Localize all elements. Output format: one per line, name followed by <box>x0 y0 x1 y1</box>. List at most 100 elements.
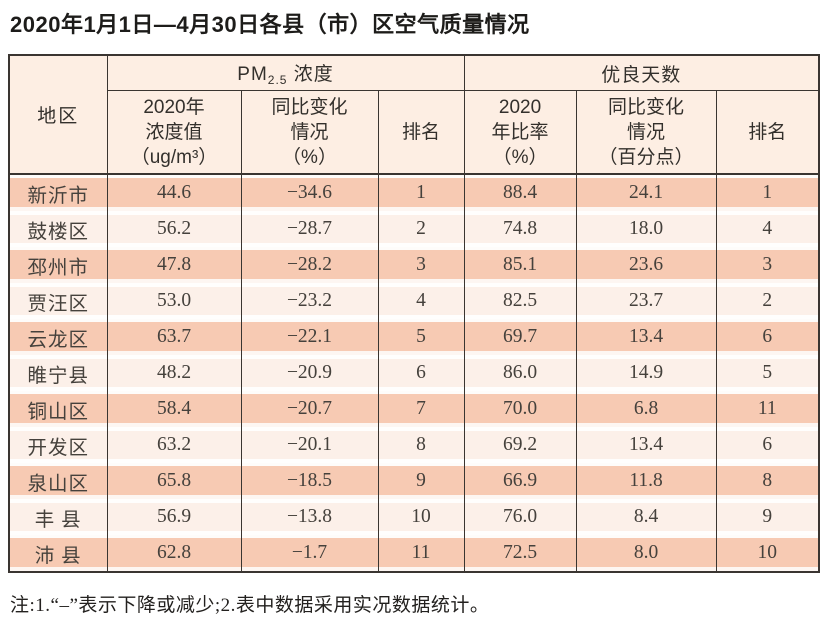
cell-pm25-value: 58.4 <box>106 391 241 427</box>
cell-pm25-value: 56.2 <box>106 211 241 247</box>
cell-pm25-change: −23.2 <box>240 283 378 319</box>
cell-pm25-change: −13.8 <box>240 499 378 535</box>
col-header-pm25-value: 2020年 浓度值 （ug/m³） <box>106 90 241 175</box>
table-row: 邳州市 47.8 −28.2 3 85.1 23.6 3 <box>8 247 820 283</box>
cell-days-ratio: 88.4 <box>463 174 577 211</box>
cell-days-rank: 4 <box>715 211 820 247</box>
cell-days-change: 13.4 <box>575 319 717 355</box>
table-row: 铜山区 58.4 −20.7 7 70.0 6.8 11 <box>8 391 820 427</box>
table-row: 开发区 63.2 −20.1 8 69.2 13.4 6 <box>8 427 820 463</box>
cell-district: 邳州市 <box>8 247 107 283</box>
cell-days-rank: 9 <box>715 499 820 535</box>
cell-pm25-rank: 5 <box>377 319 465 355</box>
cell-pm25-change: −1.7 <box>240 535 378 572</box>
table-row: 沛 县 62.8 −1.7 11 72.5 8.0 10 <box>8 535 820 572</box>
cell-days-ratio: 82.5 <box>463 283 577 319</box>
cell-days-rank: 6 <box>715 427 820 463</box>
cell-district: 贾汪区 <box>8 283 107 319</box>
cell-pm25-change: −20.7 <box>240 391 378 427</box>
table-row: 鼓楼区 56.2 −28.7 2 74.8 18.0 4 <box>8 211 820 247</box>
cell-days-ratio: 86.0 <box>463 355 577 391</box>
cell-days-rank: 5 <box>715 355 820 391</box>
cell-pm25-change: −18.5 <box>240 463 378 499</box>
table-header: 地区 PM2.5 浓度 优良天数 2020年 浓度值 （ug/m³） 同比变化 … <box>8 55 820 175</box>
cell-pm25-rank: 7 <box>377 391 465 427</box>
cell-pm25-change: −22.1 <box>240 319 378 355</box>
table-row: 云龙区 63.7 −22.1 5 69.7 13.4 6 <box>8 319 820 355</box>
cell-pm25-value: 56.9 <box>106 499 241 535</box>
cell-days-ratio: 69.7 <box>463 319 577 355</box>
page-title: 2020年1月1日—4月30日各县（市）区空气质量情况 <box>10 12 530 37</box>
cell-days-change: 8.0 <box>575 535 717 572</box>
table-row: 新沂市 44.6 −34.6 1 88.4 24.1 1 <box>8 174 820 211</box>
table-row: 睢宁县 48.2 −20.9 6 86.0 14.9 5 <box>8 355 820 391</box>
pm25-label-suffix: 浓度 <box>287 64 334 85</box>
cell-days-change: 11.8 <box>575 463 717 499</box>
cell-days-ratio: 69.2 <box>463 427 577 463</box>
col-header-days-change: 同比变化 情况 （百分点） <box>575 90 717 175</box>
cell-pm25-value: 62.8 <box>106 535 241 572</box>
col-header-days-ratio: 2020 年比率 （%） <box>463 90 577 175</box>
cell-days-change: 14.9 <box>575 355 717 391</box>
cell-days-ratio: 66.9 <box>463 463 577 499</box>
cell-district: 沛 县 <box>8 535 107 572</box>
cell-days-change: 24.1 <box>575 174 717 211</box>
cell-district: 云龙区 <box>8 319 107 355</box>
table-row: 丰 县 56.9 −13.8 10 76.0 8.4 9 <box>8 499 820 535</box>
cell-district: 铜山区 <box>8 391 107 427</box>
cell-pm25-value: 65.8 <box>106 463 241 499</box>
cell-pm25-rank: 2 <box>377 211 465 247</box>
cell-pm25-rank: 10 <box>377 499 465 535</box>
cell-district: 睢宁县 <box>8 355 107 391</box>
cell-pm25-rank: 3 <box>377 247 465 283</box>
cell-pm25-value: 53.0 <box>106 283 241 319</box>
cell-days-rank: 1 <box>715 174 820 211</box>
cell-pm25-change: −34.6 <box>240 174 378 211</box>
cell-days-ratio: 76.0 <box>463 499 577 535</box>
col-group-header-good-days: 优良天数 <box>463 55 820 91</box>
table-body: 新沂市 44.6 −34.6 1 88.4 24.1 1 鼓楼区 56.2 −2… <box>8 174 820 572</box>
cell-pm25-rank: 6 <box>377 355 465 391</box>
air-quality-table: 地区 PM2.5 浓度 优良天数 2020年 浓度值 （ug/m³） 同比变化 … <box>8 54 821 573</box>
cell-days-change: 13.4 <box>575 427 717 463</box>
cell-days-change: 6.8 <box>575 391 717 427</box>
cell-pm25-value: 44.6 <box>106 174 241 211</box>
cell-days-rank: 2 <box>715 283 820 319</box>
cell-pm25-change: −20.1 <box>240 427 378 463</box>
cell-pm25-rank: 9 <box>377 463 465 499</box>
cell-days-change: 8.4 <box>575 499 717 535</box>
col-group-header-pm25: PM2.5 浓度 <box>106 55 465 91</box>
cell-pm25-change: −20.9 <box>240 355 378 391</box>
cell-district: 鼓楼区 <box>8 211 107 247</box>
cell-pm25-value: 47.8 <box>106 247 241 283</box>
cell-pm25-rank: 4 <box>377 283 465 319</box>
cell-pm25-value: 63.2 <box>106 427 241 463</box>
cell-days-rank: 8 <box>715 463 820 499</box>
cell-days-change: 23.6 <box>575 247 717 283</box>
table-row: 泉山区 65.8 −18.5 9 66.9 11.8 8 <box>8 463 820 499</box>
cell-pm25-rank: 1 <box>377 174 465 211</box>
cell-district: 开发区 <box>8 427 107 463</box>
footnote: 注:1.“–”表示下降或减少;2.表中数据采用实况数据统计。 <box>10 595 490 616</box>
pm25-label-prefix: PM <box>237 64 268 85</box>
cell-days-rank: 6 <box>715 319 820 355</box>
col-header-pm25-change: 同比变化 情况 （%） <box>240 90 378 175</box>
col-header-pm25-rank: 排名 <box>377 90 465 175</box>
cell-pm25-change: −28.2 <box>240 247 378 283</box>
cell-days-ratio: 72.5 <box>463 535 577 572</box>
cell-days-change: 18.0 <box>575 211 717 247</box>
cell-days-ratio: 74.8 <box>463 211 577 247</box>
col-header-district: 地区 <box>8 55 107 175</box>
cell-pm25-rank: 11 <box>377 535 465 572</box>
cell-days-change: 23.7 <box>575 283 717 319</box>
pm25-label-subscript: 2.5 <box>267 73 288 87</box>
cell-days-ratio: 85.1 <box>463 247 577 283</box>
cell-pm25-rank: 8 <box>377 427 465 463</box>
cell-district: 泉山区 <box>8 463 107 499</box>
table-row: 贾汪区 53.0 −23.2 4 82.5 23.7 2 <box>8 283 820 319</box>
cell-pm25-value: 48.2 <box>106 355 241 391</box>
cell-pm25-change: −28.7 <box>240 211 378 247</box>
cell-days-rank: 3 <box>715 247 820 283</box>
cell-pm25-value: 63.7 <box>106 319 241 355</box>
